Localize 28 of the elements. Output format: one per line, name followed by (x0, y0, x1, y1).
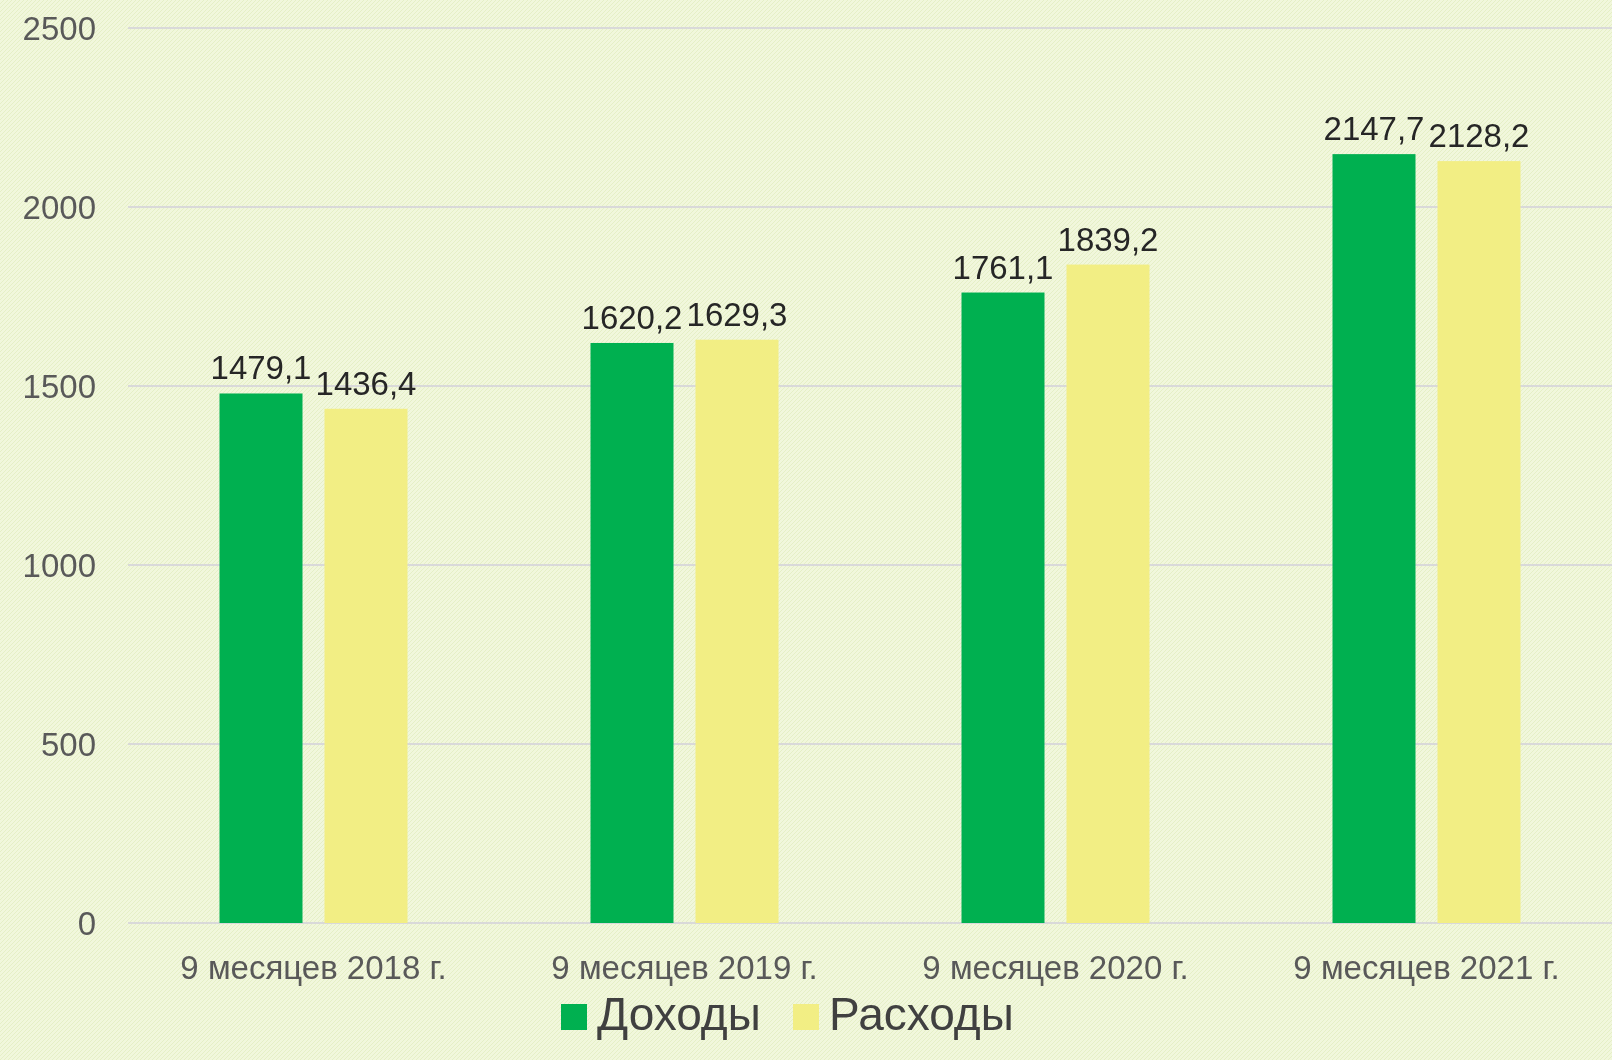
x-tick-label: 9 месяцев 2019 г. (551, 949, 818, 986)
y-tick-label: 0 (77, 904, 96, 942)
y-tick-label: 2500 (22, 9, 96, 47)
y-tick-label: 1500 (22, 367, 96, 405)
bar (961, 292, 1045, 923)
legend-label: Доходы (597, 988, 761, 1040)
data-label: 2147,7 (1323, 110, 1425, 148)
bar (1066, 264, 1150, 923)
x-tick-label: 9 месяцев 2018 г. (180, 949, 447, 986)
x-tick-label: 9 месяцев 2021 г. (1293, 949, 1560, 986)
data-label: 1761,1 (952, 248, 1054, 286)
y-tick-label: 2000 (22, 188, 96, 226)
bar (219, 393, 303, 923)
data-label: 1620,2 (581, 298, 683, 336)
bar (590, 342, 674, 923)
data-label: 2128,2 (1428, 117, 1530, 155)
y-tick-label: 1000 (22, 546, 96, 584)
data-label: 1479,1 (210, 349, 312, 387)
bar (695, 339, 779, 923)
data-label: 1839,2 (1057, 220, 1159, 258)
legend-label: Расходы (829, 988, 1014, 1040)
bar (1332, 154, 1416, 923)
bar (1437, 161, 1521, 923)
data-label: 1629,3 (686, 295, 788, 333)
data-label: 1436,4 (315, 364, 417, 402)
bar (324, 408, 408, 923)
y-tick-label: 500 (40, 725, 96, 763)
x-tick-label: 9 месяцев 2020 г. (922, 949, 1189, 986)
